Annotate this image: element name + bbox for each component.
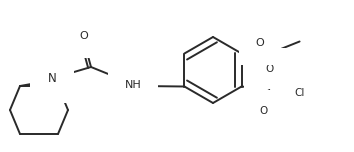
Text: N: N — [48, 73, 56, 85]
Text: O: O — [266, 64, 274, 74]
Text: S: S — [263, 83, 270, 96]
Text: O: O — [80, 31, 88, 41]
Text: O: O — [259, 105, 268, 116]
Text: O: O — [255, 38, 264, 48]
Text: NH: NH — [125, 80, 141, 90]
Text: Cl: Cl — [295, 88, 305, 98]
